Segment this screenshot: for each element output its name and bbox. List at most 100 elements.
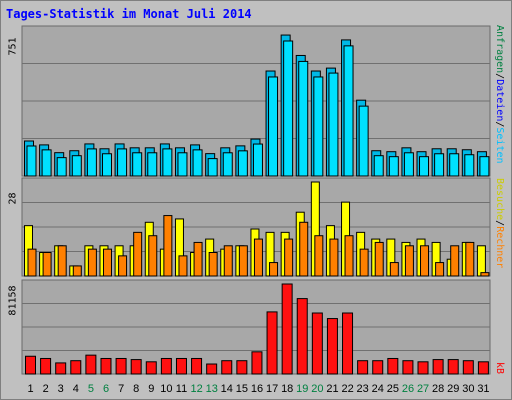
bar-rechner-day-21 bbox=[329, 238, 339, 277]
bar-kb-day-20 bbox=[311, 312, 323, 375]
bar-dateien-day-19 bbox=[298, 60, 309, 177]
bar-rechner-day-25 bbox=[389, 262, 399, 277]
x-tick-label-day-27: 27 bbox=[417, 383, 429, 395]
bar-rechner-day-19 bbox=[299, 221, 309, 277]
bar-kb-day-1 bbox=[25, 355, 36, 375]
bar-dateien-day-25 bbox=[388, 156, 399, 177]
bar-kb-day-27 bbox=[417, 361, 429, 375]
bar-kb-day-7 bbox=[115, 357, 127, 375]
bar-rechner-day-1 bbox=[27, 248, 37, 277]
x-tick-label-day-6: 6 bbox=[103, 383, 109, 395]
bar-kb-day-11 bbox=[175, 357, 187, 375]
bar-kb-day-31 bbox=[477, 361, 489, 375]
bar-rechner-day-24 bbox=[374, 241, 384, 277]
bar-rechner-day-20 bbox=[314, 235, 324, 277]
bar-dateien-day-14 bbox=[222, 152, 233, 177]
x-tick-label-day-7: 7 bbox=[118, 383, 124, 395]
bar-kb-day-29 bbox=[447, 359, 459, 375]
x-tick-label-day-19: 19 bbox=[296, 383, 308, 395]
chart-title: Tages-Statistik im Monat Juli 2014 bbox=[6, 7, 252, 21]
bar-dateien-day-7 bbox=[117, 148, 128, 177]
bar-kb-day-6 bbox=[100, 357, 112, 375]
bar-dateien-day-31 bbox=[479, 156, 490, 177]
bar-rechner-day-23 bbox=[359, 248, 369, 277]
bar-dateien-day-9 bbox=[147, 152, 158, 177]
bar-kb-day-5 bbox=[85, 354, 97, 375]
x-tick-label-day-9: 9 bbox=[148, 383, 154, 395]
bar-kb-day-15 bbox=[236, 360, 248, 375]
x-tick-label-day-3: 3 bbox=[58, 383, 64, 395]
bar-kb-day-12 bbox=[191, 357, 203, 375]
bar-rechner-day-14 bbox=[223, 245, 233, 277]
bar-dateien-day-10 bbox=[162, 148, 173, 177]
x-tick-label-day-11: 11 bbox=[176, 383, 187, 395]
bar-dateien-day-29 bbox=[449, 153, 460, 177]
x-tick-label-day-18: 18 bbox=[281, 383, 293, 395]
x-tick-label-day-14: 14 bbox=[221, 383, 233, 395]
x-tick-label-day-17: 17 bbox=[266, 383, 278, 395]
x-tick-label-day-22: 22 bbox=[341, 383, 353, 395]
bar-rechner-day-12 bbox=[193, 241, 203, 277]
bar-rechner-day-4 bbox=[72, 265, 82, 277]
bar-kb-day-30 bbox=[462, 360, 474, 375]
bar-dateien-day-3 bbox=[56, 157, 67, 177]
bar-dateien-day-30 bbox=[464, 154, 475, 177]
x-tick-label-day-8: 8 bbox=[133, 383, 139, 395]
bar-kb-day-19 bbox=[296, 298, 308, 375]
bar-dateien-day-8 bbox=[132, 152, 143, 177]
bar-kb-day-26 bbox=[402, 360, 414, 375]
bar-rechner-day-10 bbox=[163, 215, 173, 277]
bar-kb-day-13 bbox=[206, 363, 218, 375]
x-tick-label-day-15: 15 bbox=[236, 383, 248, 395]
bar-rechner-day-8 bbox=[133, 231, 143, 277]
x-tick-label-day-4: 4 bbox=[73, 383, 79, 395]
bar-kb-day-22 bbox=[342, 312, 354, 375]
x-tick-label-day-23: 23 bbox=[357, 383, 369, 395]
bar-dateien-day-11 bbox=[177, 152, 188, 177]
x-tick-label-day-24: 24 bbox=[372, 383, 384, 395]
bar-rechner-day-6 bbox=[102, 248, 112, 277]
x-tick-label-day-13: 13 bbox=[206, 383, 218, 395]
bar-kb-day-17 bbox=[266, 311, 278, 375]
bar-rechner-day-13 bbox=[208, 252, 218, 277]
x-tick-label-day-20: 20 bbox=[311, 383, 323, 395]
bar-dateien-day-21 bbox=[328, 72, 339, 177]
bar-rechner-day-30 bbox=[465, 241, 475, 277]
x-tick-label-day-12: 12 bbox=[190, 383, 202, 395]
x-tick-label-day-25: 25 bbox=[387, 383, 399, 395]
bar-rechner-day-5 bbox=[87, 248, 97, 277]
bar-dateien-day-22 bbox=[343, 45, 354, 177]
bar-dateien-day-15 bbox=[237, 150, 248, 177]
bar-kb-day-8 bbox=[130, 359, 142, 375]
bar-kb-day-25 bbox=[387, 357, 399, 375]
bar-dateien-day-18 bbox=[283, 40, 294, 177]
bar-kb-day-2 bbox=[40, 357, 52, 375]
bar-rechner-day-2 bbox=[42, 252, 52, 277]
bar-kb-day-10 bbox=[160, 357, 172, 375]
bar-kb-day-3 bbox=[55, 362, 67, 375]
bar-dateien-day-6 bbox=[101, 153, 112, 177]
x-tick-label-day-26: 26 bbox=[402, 383, 414, 395]
bar-dateien-day-5 bbox=[86, 148, 97, 177]
bar-rechner-day-7 bbox=[118, 255, 128, 277]
x-tick-label-day-21: 21 bbox=[326, 383, 338, 395]
bar-dateien-day-13 bbox=[207, 158, 218, 177]
bar-rechner-day-9 bbox=[148, 235, 158, 277]
bar-kb-day-9 bbox=[145, 361, 157, 375]
bar-kb-day-24 bbox=[372, 360, 384, 375]
bar-rechner-day-29 bbox=[450, 245, 460, 277]
bar-rechner-day-22 bbox=[344, 235, 354, 277]
bar-besuche-day-31 bbox=[476, 245, 486, 277]
bar-dateien-day-23 bbox=[358, 105, 369, 177]
bar-kb-day-28 bbox=[432, 359, 444, 375]
bar-rechner-day-11 bbox=[178, 255, 188, 277]
bar-dateien-day-12 bbox=[192, 149, 203, 177]
bar-rechner-day-26 bbox=[404, 245, 414, 277]
bar-dateien-day-26 bbox=[403, 152, 414, 177]
bar-kb-day-14 bbox=[221, 360, 233, 375]
bar-rechner-day-15 bbox=[238, 245, 248, 277]
x-tick-label-day-2: 2 bbox=[43, 383, 49, 395]
bar-dateien-day-16 bbox=[252, 143, 263, 177]
x-tick-label-day-5: 5 bbox=[88, 383, 94, 395]
bar-rechner-day-31 bbox=[480, 272, 490, 277]
